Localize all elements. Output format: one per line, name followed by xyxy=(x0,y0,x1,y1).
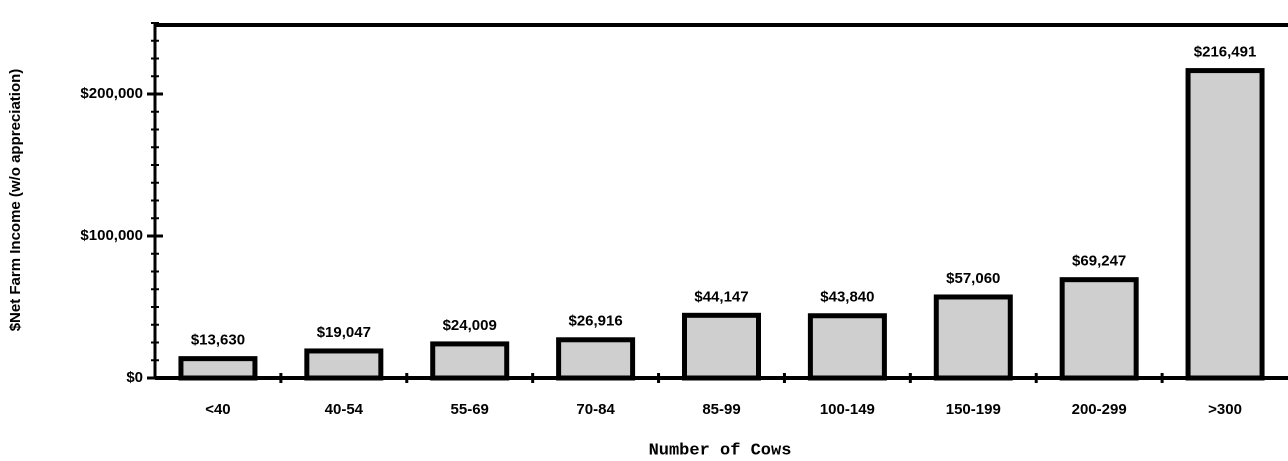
value-label: $19,047 xyxy=(317,324,371,341)
bar xyxy=(178,356,258,381)
y-tick-label: $0 xyxy=(126,369,143,386)
value-label: $216,491 xyxy=(1194,44,1257,61)
bar xyxy=(304,348,384,381)
x-tick-label: 85-99 xyxy=(702,401,740,418)
x-tick-label: 55-69 xyxy=(451,401,489,418)
x-tick-label: >300 xyxy=(1208,401,1242,418)
x-tick-label: 200-299 xyxy=(1072,401,1127,418)
bar xyxy=(556,337,636,381)
x-tick-label: <40 xyxy=(205,401,230,418)
x-tick-label: 100-149 xyxy=(820,401,875,418)
value-label: $44,147 xyxy=(694,288,748,305)
value-label: $43,840 xyxy=(820,289,874,306)
x-tick-label: 70-84 xyxy=(576,401,615,418)
value-label: $57,060 xyxy=(946,270,1000,287)
bar xyxy=(1185,68,1265,381)
y-tick-label: $200,000 xyxy=(80,85,143,102)
x-axis-label: Number of Cows xyxy=(649,441,792,460)
value-label: $26,916 xyxy=(568,313,622,330)
y-tick-label: $100,000 xyxy=(80,227,143,244)
value-label: $24,009 xyxy=(443,317,497,334)
bar xyxy=(933,294,1013,381)
value-label: $69,247 xyxy=(1072,253,1126,270)
bar xyxy=(1059,277,1139,381)
y-axis-label: $Net Farm Income (w/o appreciation) xyxy=(7,69,24,332)
bar xyxy=(682,312,761,381)
bar xyxy=(430,341,510,381)
bar xyxy=(807,313,887,381)
x-tick-label: 150-199 xyxy=(946,401,1001,418)
x-tick-label: 40-54 xyxy=(325,401,364,418)
value-label: $13,630 xyxy=(191,332,245,349)
